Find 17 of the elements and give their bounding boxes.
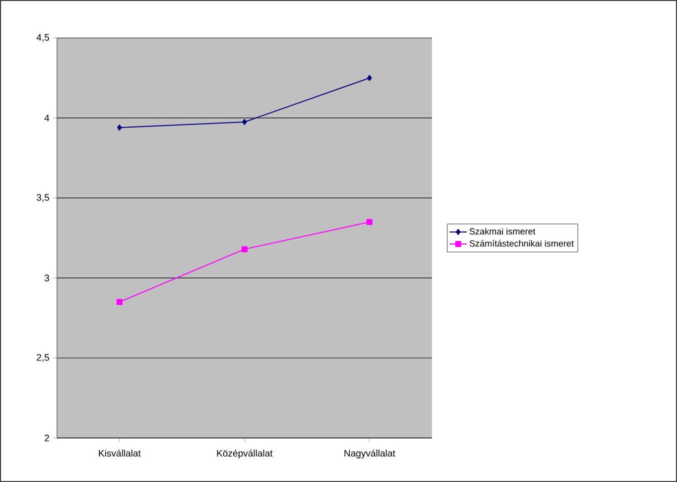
legend-label: Szakmai ismeret <box>470 228 536 235</box>
x-tick-label: Középvállalat <box>217 450 273 458</box>
y-tick-label: 4,5 <box>36 34 50 42</box>
x-tick-label: Nagyvállalat <box>344 450 396 458</box>
y-tick-label: 3 <box>44 274 50 282</box>
point <box>117 124 122 131</box>
point <box>366 218 373 225</box>
x-tick-label: Kisvállalat <box>98 450 141 457</box>
y-tick-label: 2,5 <box>36 354 50 362</box>
point <box>242 246 248 252</box>
y-tick-label: 3,5 <box>36 194 50 202</box>
legend-label: Számítástechnikai ismeret <box>470 240 574 247</box>
point <box>116 298 123 305</box>
point <box>367 74 372 81</box>
point <box>242 118 247 125</box>
y-tick-label: 4 <box>44 114 50 122</box>
y-tick-label: 2 <box>44 434 50 442</box>
